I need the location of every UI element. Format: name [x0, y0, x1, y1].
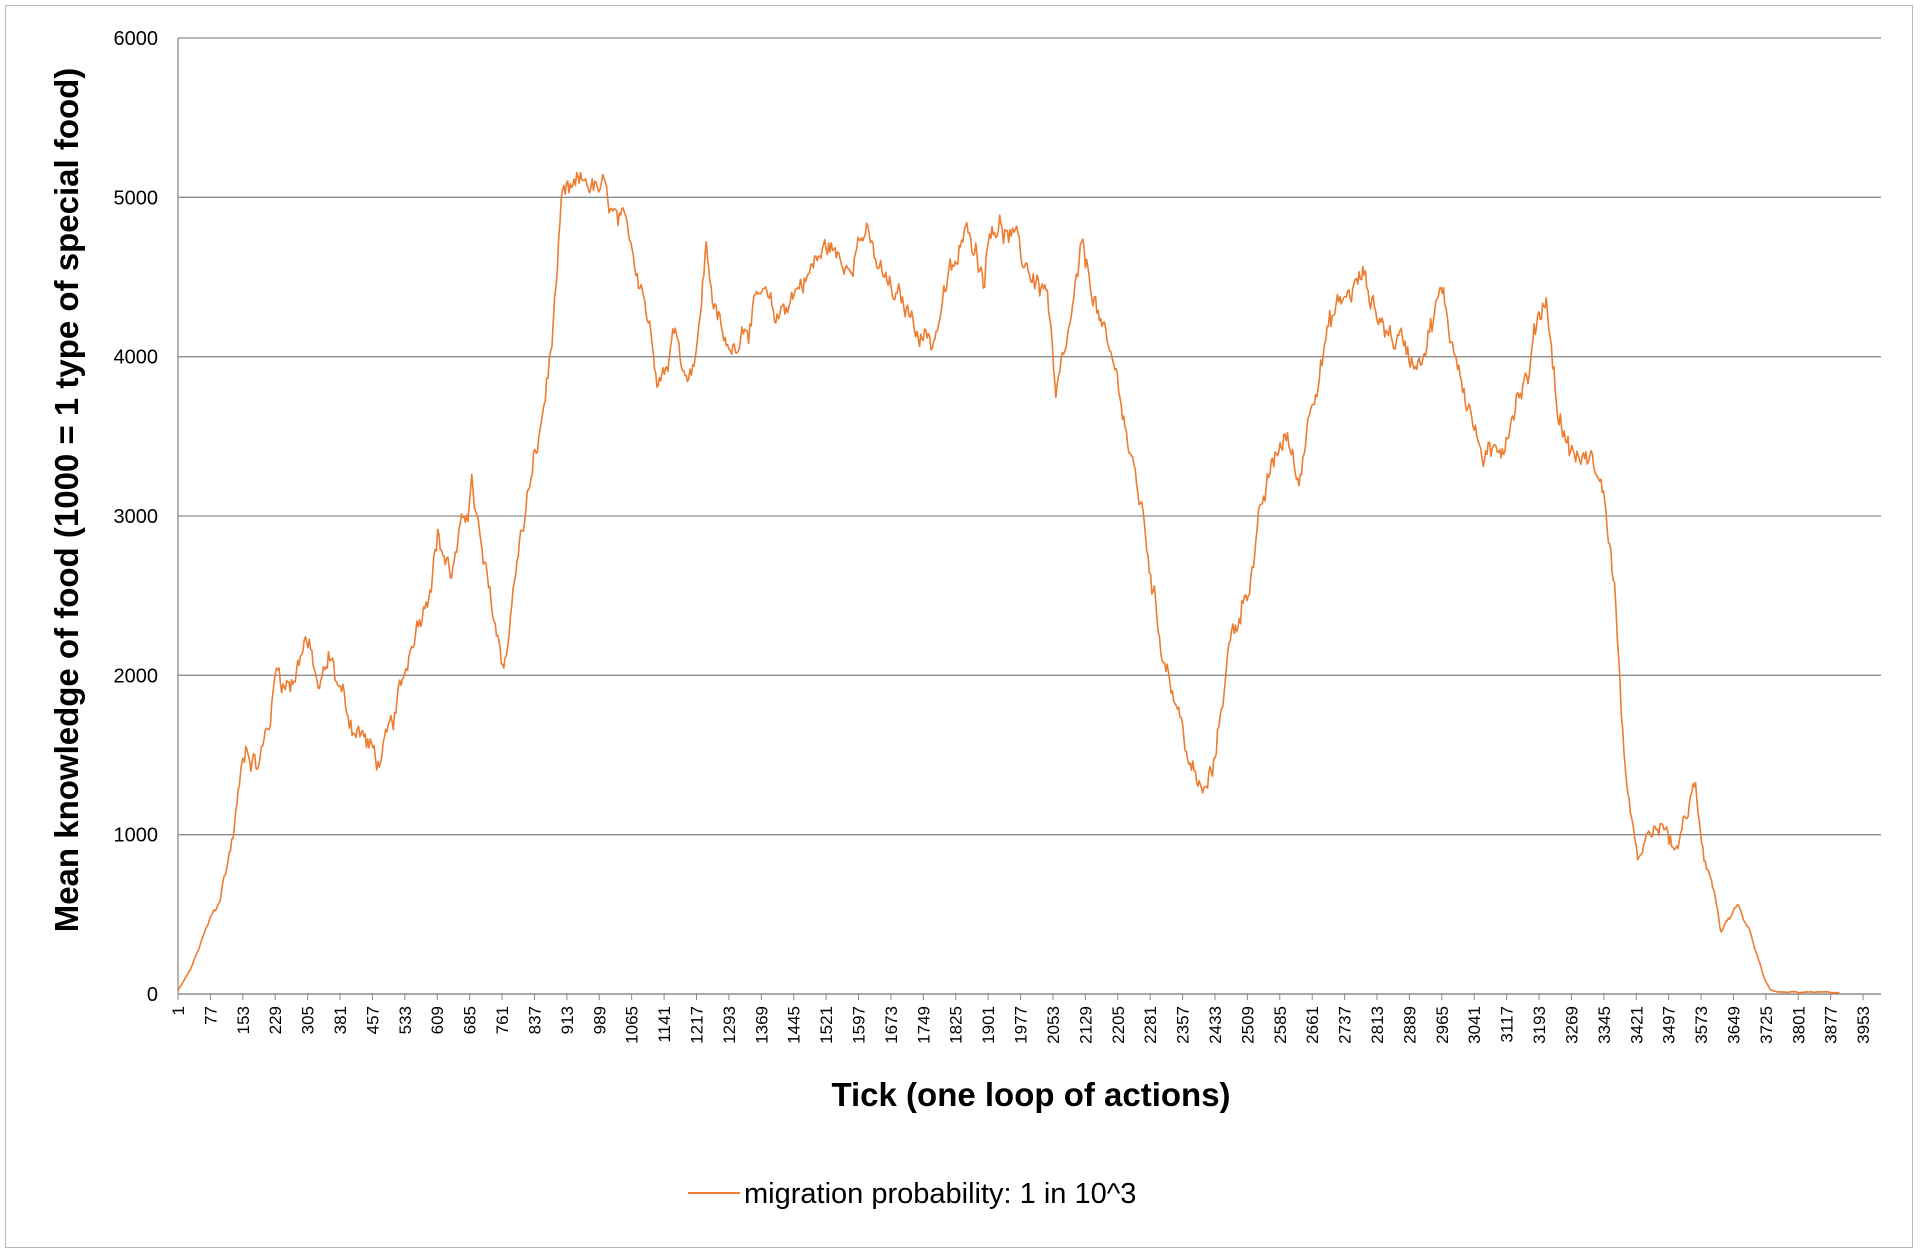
x-tick-label: 457 — [363, 1006, 382, 1034]
x-tick-label: 3877 — [1822, 1006, 1841, 1044]
x-tick-label: 77 — [201, 1006, 220, 1025]
y-tick-label: 1000 — [114, 825, 159, 847]
chart-frame — [5, 5, 1913, 1248]
axes — [177, 38, 1881, 995]
x-tick-label: 3801 — [1789, 1006, 1808, 1044]
x-tick-label: 1597 — [850, 1006, 869, 1044]
x-tick-label: 1521 — [817, 1006, 836, 1044]
x-tick-label: 2737 — [1336, 1006, 1355, 1044]
x-tick-label: 1445 — [785, 1006, 804, 1044]
x-tick-label: 1901 — [979, 1006, 998, 1044]
x-axis-ticks: 1 77 153 229 305 381 457 533 609 685 761 837 913 989 1… — [169, 994, 1873, 1044]
x-axis-title: Tick (one loop of actions) — [831, 1076, 1230, 1113]
x-tick-label: 989 — [590, 1006, 609, 1034]
y-tick-label: 4000 — [114, 347, 159, 369]
x-tick-label: 1825 — [947, 1006, 966, 1044]
x-tick-label: 1141 — [655, 1006, 674, 1043]
x-tick-label: 1 — [169, 1006, 188, 1015]
x-tick-label: 3725 — [1757, 1006, 1776, 1044]
x-tick-label: 1217 — [687, 1006, 706, 1044]
legend-label: migration probability: 1 in 10^3 — [744, 1178, 1136, 1210]
x-tick-label: 2585 — [1271, 1006, 1290, 1044]
x-tick-label: 3117 — [1498, 1006, 1517, 1043]
x-tick-label: 305 — [299, 1006, 318, 1034]
x-tick-label: 685 — [461, 1006, 480, 1034]
x-tick-label: 1749 — [914, 1006, 933, 1044]
gridlines — [178, 37, 1881, 995]
x-tick-label: 3649 — [1724, 1006, 1743, 1044]
x-tick-label: 2661 — [1303, 1006, 1322, 1044]
x-tick-label: 2813 — [1368, 1006, 1387, 1044]
x-tick-label: 3573 — [1692, 1006, 1711, 1044]
y-tick-label: 3000 — [114, 506, 159, 528]
x-tick-label: 533 — [396, 1006, 415, 1034]
x-tick-label: 1369 — [752, 1006, 771, 1044]
x-tick-label: 761 — [493, 1006, 512, 1034]
x-tick-label: 3041 — [1465, 1006, 1484, 1044]
x-tick-label: 2889 — [1400, 1006, 1419, 1044]
y-tick-label: 0 — [147, 984, 158, 1006]
x-tick-label: 3497 — [1660, 1006, 1679, 1044]
y-tick-label: 5000 — [114, 187, 159, 209]
x-tick-label: 3421 — [1627, 1006, 1646, 1044]
x-tick-label: 2281 — [1141, 1006, 1160, 1044]
x-tick-label: 229 — [266, 1006, 285, 1034]
x-tick-label: 2965 — [1433, 1006, 1452, 1044]
x-tick-label: 609 — [428, 1006, 447, 1034]
x-tick-label: 1977 — [1012, 1006, 1031, 1044]
x-tick-label: 2053 — [1044, 1006, 1063, 1044]
x-tick-label: 153 — [234, 1006, 253, 1034]
x-tick-label: 3345 — [1595, 1006, 1614, 1044]
y-tick-label: 2000 — [114, 665, 159, 687]
y-axis-title: Mean knowledge of food (1000 = 1 type of… — [48, 68, 85, 933]
x-tick-label: 1293 — [720, 1006, 739, 1044]
x-tick-label: 2433 — [1206, 1006, 1225, 1044]
x-tick-label: 837 — [525, 1006, 544, 1034]
y-tick-label: 6000 — [114, 28, 159, 50]
legend: migration probability: 1 in 10^3 — [688, 1178, 1136, 1210]
x-tick-label: 2205 — [1109, 1006, 1128, 1044]
series-layer — [177, 171, 1840, 994]
series-line-0 — [177, 171, 1840, 994]
x-tick-label: 1673 — [882, 1006, 901, 1044]
x-tick-label: 2129 — [1076, 1006, 1095, 1044]
x-tick-label: 913 — [558, 1006, 577, 1034]
x-tick-label: 3953 — [1854, 1006, 1873, 1044]
x-tick-label: 2357 — [1174, 1006, 1193, 1044]
x-tick-label: 381 — [331, 1006, 350, 1034]
x-tick-label: 2509 — [1238, 1006, 1257, 1044]
x-tick-label: 1065 — [623, 1006, 642, 1044]
x-tick-label: 3269 — [1562, 1006, 1581, 1044]
x-tick-label: 3193 — [1530, 1006, 1549, 1044]
y-axis-ticks: 0 1000 2000 3000 4000 5000 6000 — [114, 28, 159, 1006]
